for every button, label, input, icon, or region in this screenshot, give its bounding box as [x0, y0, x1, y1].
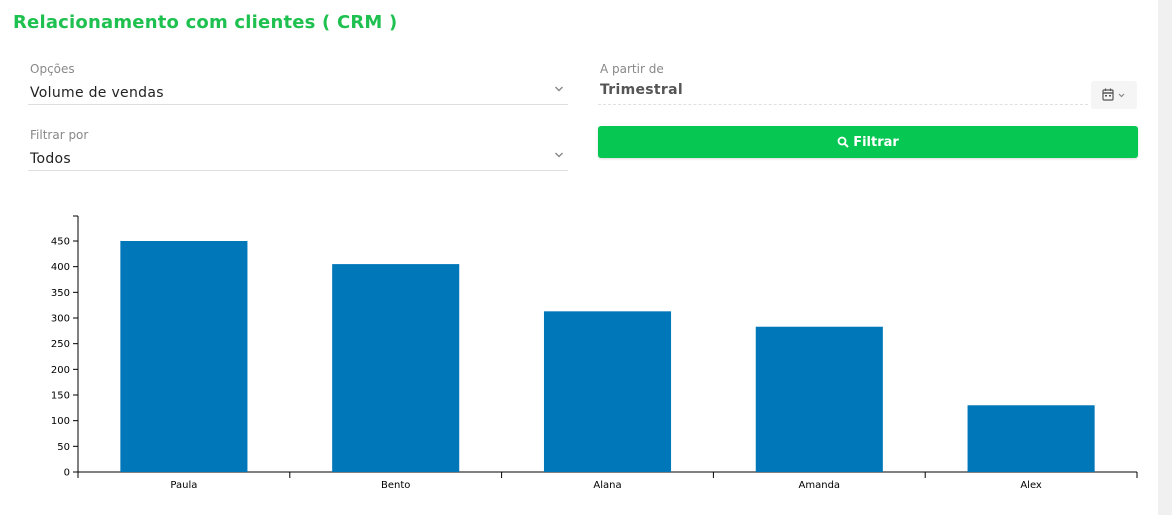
filtrar-por-label: Filtrar por [30, 128, 89, 142]
filtrar-button-label: Filtrar [853, 134, 899, 150]
y-tick-label: 450 [51, 237, 70, 248]
sales-volume-bar-chart: 0 50 100 150 200 250 300 350 400 450 Paula Bento Ala… [51, 215, 1138, 491]
x-tick-label: Bento [381, 480, 410, 491]
y-tick-label: 250 [51, 339, 70, 350]
y-tick-label: 400 [51, 262, 70, 273]
x-tick-label: Paula [170, 480, 197, 491]
search-icon [837, 136, 849, 148]
chevron-down-icon [555, 152, 563, 158]
bar-alex [967, 405, 1095, 472]
filtrar-button[interactable]: Filtrar [598, 126, 1138, 158]
y-tick-label: 50 [57, 442, 70, 453]
bar-bento [332, 264, 460, 472]
x-tick-label: Amanda [799, 480, 841, 491]
page-title: Relacionamento com clientes ( CRM ) [13, 12, 398, 33]
x-tick-label: Alex [1020, 480, 1042, 491]
y-tick-label: 150 [51, 391, 70, 402]
filtrar-por-select[interactable]: Filtrar por Todos [28, 128, 568, 171]
page-scroll-gutter [1158, 0, 1172, 515]
y-tick-label: 300 [51, 314, 70, 325]
y-tick-label: 0 [64, 468, 70, 479]
x-tick-label: Alana [593, 480, 621, 491]
y-tick-label: 350 [51, 288, 70, 299]
a-partir-de-label: A partir de [600, 62, 664, 76]
opcoes-value: Volume de vendas [30, 85, 164, 101]
bar-alana [543, 311, 672, 472]
bar-paula [120, 241, 248, 472]
date-picker-button[interactable] [1091, 81, 1137, 109]
calendar-icon [1102, 88, 1125, 101]
y-tick-label: 100 [51, 416, 70, 427]
a-partir-de-value: Trimestral [600, 82, 683, 98]
bar-amanda [755, 326, 883, 472]
opcoes-select[interactable]: Opções Volume de vendas [28, 62, 568, 105]
chevron-down-icon [555, 86, 563, 92]
y-tick-label: 200 [51, 365, 70, 376]
a-partir-de-field[interactable]: A partir de Trimestral [598, 62, 1088, 105]
filtrar-por-value: Todos [30, 151, 71, 167]
opcoes-label: Opções [30, 62, 75, 76]
